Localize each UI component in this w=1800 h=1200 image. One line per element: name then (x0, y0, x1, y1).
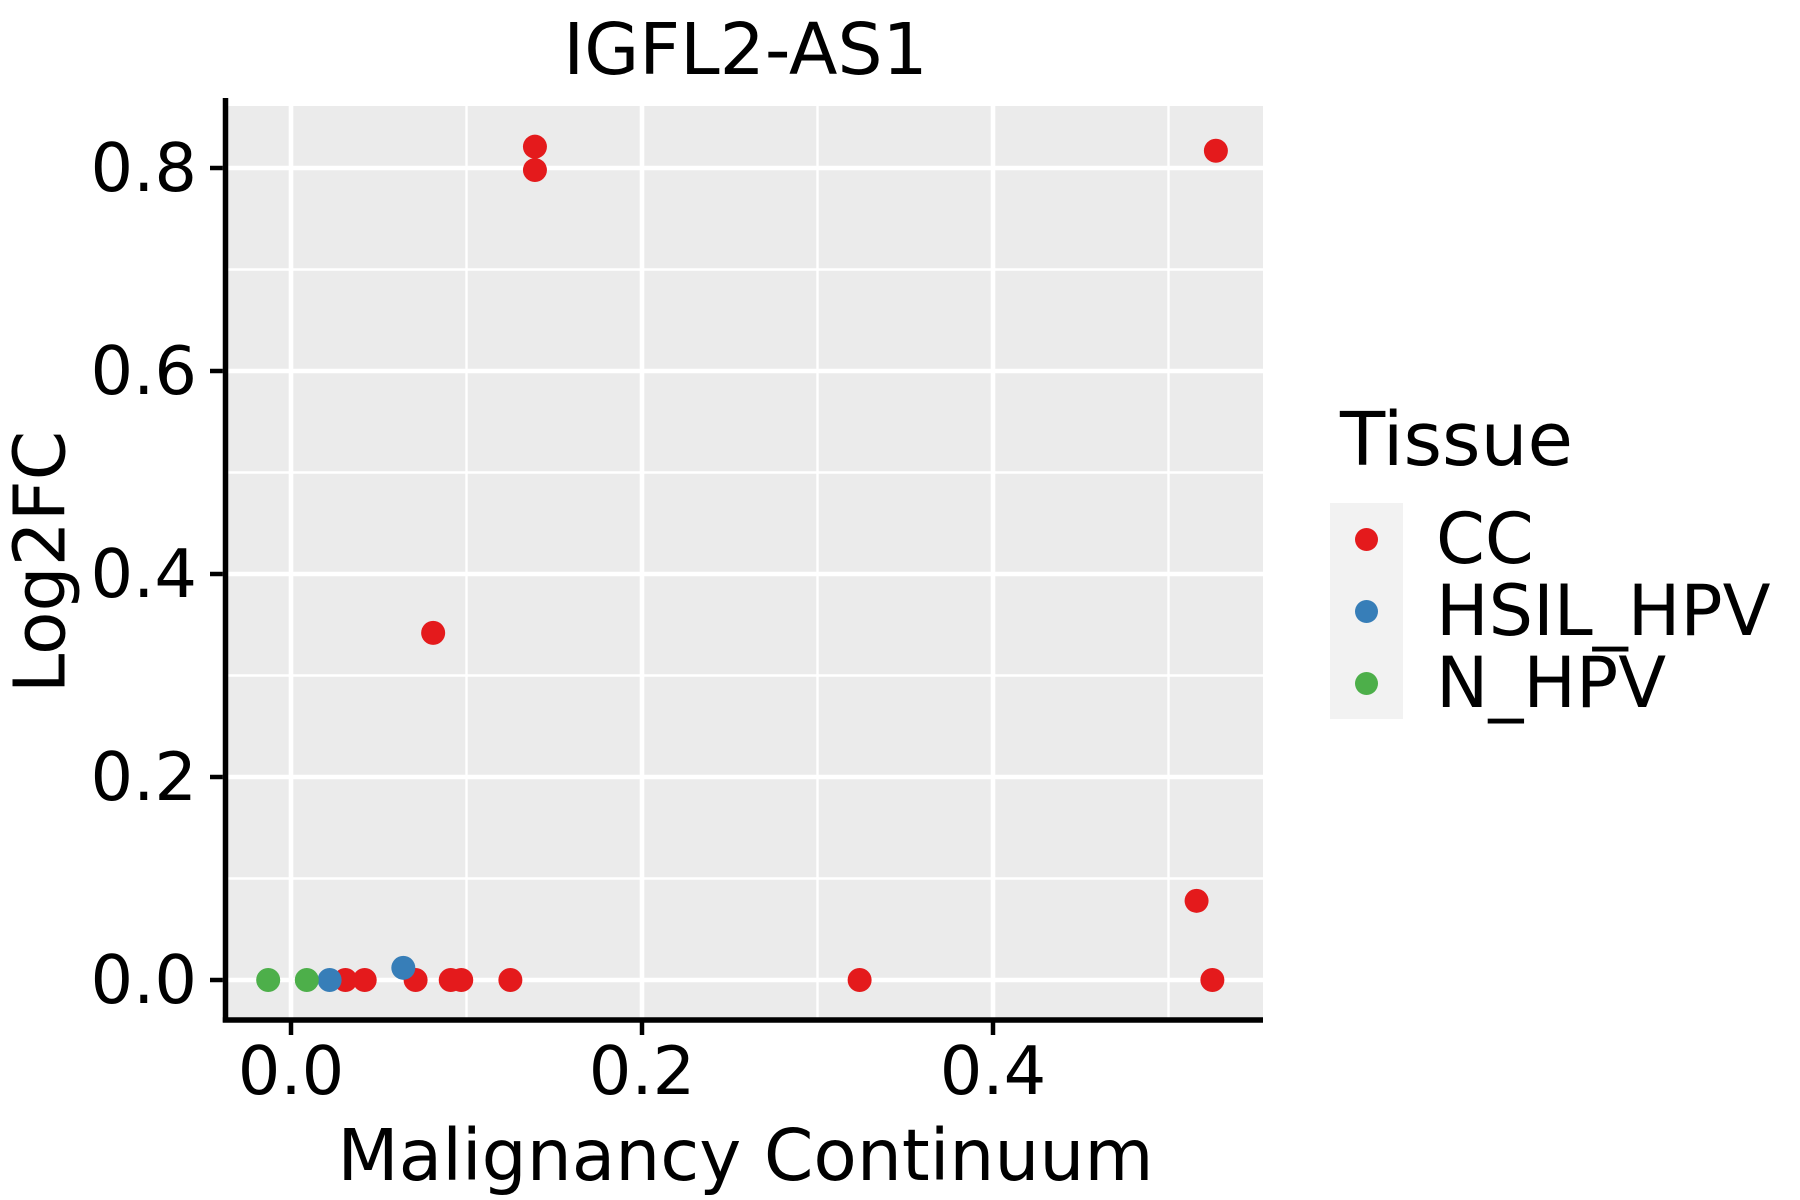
legend-label: HSIL_HPV (1436, 570, 1771, 652)
chart-title: IGFL2-AS1 (563, 8, 928, 91)
y-tick-label: 0.8 (90, 129, 197, 207)
legend-items: CC HSIL_HPV N_HPV (1330, 503, 1770, 719)
y-tick-label: 0.0 (90, 941, 197, 1019)
data-point-n_hpv (256, 968, 281, 992)
legend-key (1330, 575, 1403, 647)
data-point-cc (421, 620, 446, 645)
data-point-cc (1203, 138, 1228, 163)
x-tick-label: 0.0 (237, 1032, 345, 1110)
legend-item-n_hpv: N_HPV (1330, 647, 1770, 719)
legend-title: Tissue (1340, 397, 1574, 483)
data-point-n_hpv (294, 968, 319, 992)
x-tick-label: 0.2 (588, 1032, 696, 1110)
panel-background (228, 106, 1263, 1018)
x-axis-title: Malignancy Continuum (337, 1114, 1154, 1197)
y-tick-label: 0.4 (90, 535, 197, 613)
legend-dot-cc (1355, 527, 1378, 551)
legend-key (1330, 647, 1403, 719)
legend-key (1330, 503, 1403, 575)
data-point-cc (522, 158, 547, 183)
data-point-cc (522, 134, 547, 159)
data-point-cc (352, 968, 377, 992)
y-axis-title: Log2FC (0, 430, 82, 694)
legend-label: CC (1436, 498, 1534, 580)
y-tick-label: 0.6 (90, 332, 197, 410)
x-tick-label: 0.4 (939, 1032, 1047, 1110)
y-tick-label: 0.2 (90, 738, 197, 816)
data-point-cc (847, 968, 872, 992)
legend-item-cc: CC (1330, 503, 1770, 575)
legend-label: N_HPV (1436, 642, 1667, 724)
legend: Tissue CC HSIL_HPV N_HPV (1330, 403, 1770, 719)
data-point-hsil_hpv (391, 955, 416, 980)
legend-dot-hsil_hpv (1355, 599, 1378, 623)
data-point-hsil_hpv (317, 968, 342, 992)
legend-dot-n_hpv (1355, 671, 1378, 695)
legend-item-hsil_hpv: HSIL_HPV (1330, 575, 1770, 647)
data-point-cc (1184, 888, 1209, 913)
data-point-cc (498, 968, 523, 992)
data-point-cc (1200, 968, 1225, 992)
data-point-cc (449, 968, 474, 992)
